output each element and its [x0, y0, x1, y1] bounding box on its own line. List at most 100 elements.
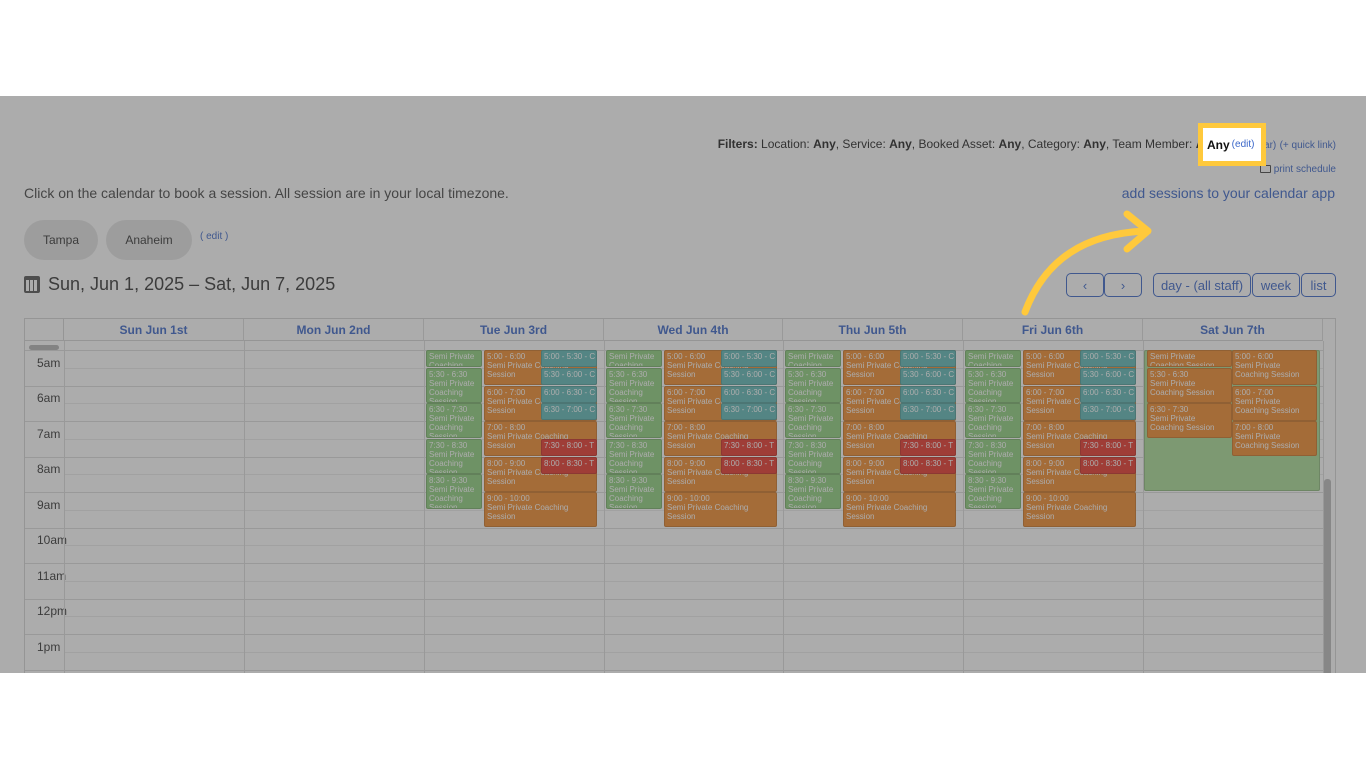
vertical-scrollbar[interactable]: [1324, 479, 1331, 673]
session-event[interactable]: Semi Private Coaching Session: [785, 350, 841, 367]
session-event[interactable]: 8:30 - 9:30 Semi Private Coaching Session: [606, 474, 662, 509]
filter-category-label: , Category:: [1021, 137, 1080, 151]
session-event[interactable]: 7:00 - 8:00 Semi Private Coaching Session: [843, 421, 956, 456]
week-view-button[interactable]: week: [1252, 273, 1300, 297]
filter-member-label: , Team Member:: [1105, 137, 1193, 151]
session-event[interactable]: 5:00 - 5:30 - C: [900, 350, 956, 367]
session-event[interactable]: 7:00 - 8:00 Semi Private Coaching Session: [664, 421, 777, 456]
session-event[interactable]: 6:00 - 7:00 Semi Private Coaching Session: [1232, 386, 1317, 421]
highlight-edit-link[interactable]: (edit): [1231, 139, 1255, 150]
event-title: Semi Private Coaching Session: [429, 485, 475, 509]
event-title: Semi Private Coaching Session: [788, 485, 834, 509]
week-calendar-grid[interactable]: Sun Jun 1st Mon Jun 2nd Tue Jun 3rd Wed …: [24, 318, 1336, 673]
event-time: 5:30 - 6:30: [788, 370, 827, 379]
session-event[interactable]: 7:00 - 8:00 Semi Private Coaching Session: [1023, 421, 1136, 456]
session-event[interactable]: 8:30 - 9:30 Semi Private Coaching Session: [965, 474, 1021, 509]
event-time: 6:00 - 6:30 - C: [544, 388, 596, 397]
event-time: 5:00 - 6:00: [1235, 352, 1274, 361]
session-event[interactable]: 7:30 - 8:00 - T: [900, 439, 956, 456]
session-event[interactable]: 7:30 - 8:00 - T: [721, 439, 777, 456]
scroll-handle[interactable]: [29, 345, 59, 350]
session-event[interactable]: 7:30 - 8:00 - T: [541, 439, 597, 456]
session-event[interactable]: 9:00 - 10:00 Semi Private Coaching Sessio…: [1023, 492, 1136, 527]
session-event[interactable]: 7:30 - 8:30 Semi Private Coaching Session: [606, 439, 662, 474]
session-event[interactable]: Semi Private Coaching Session: [1147, 350, 1232, 367]
session-event[interactable]: 5:30 - 6:00 - C: [900, 368, 956, 385]
session-event[interactable]: 8:30 - 9:30 Semi Private Coaching Session: [426, 474, 482, 509]
event-title: Semi Private Coaching Session: [788, 414, 834, 438]
session-event[interactable]: Semi Private Coaching Session: [606, 350, 662, 367]
session-event[interactable]: 9:00 - 10:00 Semi Private Coaching Sessio…: [484, 492, 597, 527]
quick-link[interactable]: (+ quick link): [1279, 140, 1336, 151]
session-event[interactable]: 7:00 - 8:00 Semi Private Coaching Session: [1232, 421, 1317, 456]
session-event[interactable]: 7:30 - 8:30 Semi Private Coaching Session: [426, 439, 482, 474]
event-title: Semi Private Coaching Session: [487, 503, 569, 521]
session-event[interactable]: 6:30 - 7:00 - C: [541, 403, 597, 420]
session-event[interactable]: 5:30 - 6:30 Semi Private Coaching Session: [1147, 368, 1232, 403]
filter-category-value: Any: [1083, 137, 1106, 151]
session-event[interactable]: 8:00 - 8:30 - T: [541, 457, 597, 474]
event-time: 5:00 - 5:30 - C: [903, 352, 955, 361]
event-time: 5:30 - 6:30: [968, 370, 1007, 379]
event-time: 6:00 - 7:00: [487, 388, 526, 397]
session-event[interactable]: 8:00 - 8:30 - T: [721, 457, 777, 474]
session-event[interactable]: Semi Private Coaching Session: [965, 350, 1021, 367]
session-event[interactable]: 7:30 - 8:00 - T: [1080, 439, 1136, 456]
session-event[interactable]: 9:00 - 10:00 Semi Private Coaching Sessio…: [843, 492, 956, 527]
event-time: 7:30 - 8:30: [609, 441, 648, 450]
session-event[interactable]: 8:30 - 9:30 Semi Private Coaching Session: [785, 474, 841, 509]
event-time: 7:30 - 8:00 - T: [903, 441, 954, 450]
session-event[interactable]: 7:30 - 8:30 Semi Private Coaching Session: [785, 439, 841, 474]
session-event[interactable]: 5:00 - 5:30 - C: [541, 350, 597, 367]
session-event[interactable]: 5:30 - 6:30 Semi Private Coaching Session: [606, 368, 662, 403]
event-time: 6:00 - 7:00: [667, 388, 706, 397]
session-event[interactable]: 5:30 - 6:00 - C: [721, 368, 777, 385]
date-range-label: Sun, Jun 1, 2025 – Sat, Jun 7, 2025: [48, 274, 336, 294]
day-column-divider: [1143, 341, 1144, 673]
add-to-calendar-link[interactable]: add sessions to your calendar app: [1121, 185, 1335, 201]
session-event[interactable]: 5:30 - 6:30 Semi Private Coaching Session: [965, 368, 1021, 403]
session-event[interactable]: 6:30 - 7:30 Semi Private Coaching Session: [426, 403, 482, 438]
list-view-button[interactable]: list: [1301, 273, 1336, 297]
session-event[interactable]: 6:30 - 7:00 - C: [1080, 403, 1136, 420]
location-button-anaheim[interactable]: Anaheim: [106, 220, 192, 260]
session-event[interactable]: 6:30 - 7:30 Semi Private Coaching Session: [965, 403, 1021, 438]
event-title: Semi Private Coaching Session: [846, 503, 928, 521]
session-event[interactable]: 5:00 - 6:00 Semi Private Coaching Session: [1232, 350, 1317, 385]
session-event[interactable]: 5:30 - 6:00 - C: [1080, 368, 1136, 385]
session-event[interactable]: 7:30 - 8:30 Semi Private Coaching Session: [965, 439, 1021, 474]
locations-edit-link[interactable]: ( edit ): [200, 231, 229, 242]
session-event[interactable]: 8:00 - 8:30 - T: [900, 457, 956, 474]
session-event[interactable]: 5:30 - 6:30 Semi Private Coaching Session: [426, 368, 482, 403]
session-event[interactable]: 6:30 - 7:30 Semi Private Coaching Session: [606, 403, 662, 438]
event-time: 6:00 - 7:00: [1026, 388, 1065, 397]
event-time: 8:00 - 8:30 - T: [724, 459, 775, 468]
session-event[interactable]: 5:30 - 6:00 - C: [541, 368, 597, 385]
session-event[interactable]: 5:30 - 6:30 Semi Private Coaching Session: [785, 368, 841, 403]
session-event[interactable]: 6:30 - 7:30 Semi Private Coaching Session: [785, 403, 841, 438]
session-event[interactable]: 8:00 - 9:00 Semi Private Coaching Session: [843, 457, 956, 492]
session-event[interactable]: 6:00 - 6:30 - C: [541, 386, 597, 403]
prev-week-button[interactable]: ‹: [1066, 273, 1104, 297]
session-event[interactable]: 5:00 - 5:30 - C: [721, 350, 777, 367]
highlighted-team-member-filter[interactable]: Any (edit): [1198, 123, 1266, 166]
event-time: 8:30 - 9:30: [609, 476, 648, 485]
session-event[interactable]: 6:30 - 7:30 Semi Private Coaching Session: [1147, 403, 1232, 438]
session-event[interactable]: 6:30 - 7:00 - C: [721, 403, 777, 420]
session-event[interactable]: 8:00 - 8:30 - T: [1080, 457, 1136, 474]
location-button-tampa[interactable]: Tampa: [24, 220, 98, 260]
session-event[interactable]: 6:00 - 6:30 - C: [1080, 386, 1136, 403]
event-time: 6:00 - 7:00: [846, 388, 885, 397]
session-event[interactable]: 9:00 - 10:00 Semi Private Coaching Sessio…: [664, 492, 777, 527]
day-all-staff-button[interactable]: day - (all staff): [1153, 273, 1251, 297]
session-event[interactable]: 6:00 - 6:30 - C: [721, 386, 777, 403]
session-event[interactable]: 5:00 - 5:30 - C: [1080, 350, 1136, 367]
event-time: 8:00 - 9:00: [846, 459, 885, 468]
session-event[interactable]: Semi Private Coaching Session: [426, 350, 482, 367]
event-time: 7:30 - 8:00 - T: [1083, 441, 1134, 450]
event-time: 7:30 - 8:30: [788, 441, 827, 450]
session-event[interactable]: 6:00 - 6:30 - C: [900, 386, 956, 403]
next-week-button[interactable]: ›: [1104, 273, 1142, 297]
session-event[interactable]: 6:30 - 7:00 - C: [900, 403, 956, 420]
event-title: Semi Private Coaching Session: [667, 503, 749, 521]
